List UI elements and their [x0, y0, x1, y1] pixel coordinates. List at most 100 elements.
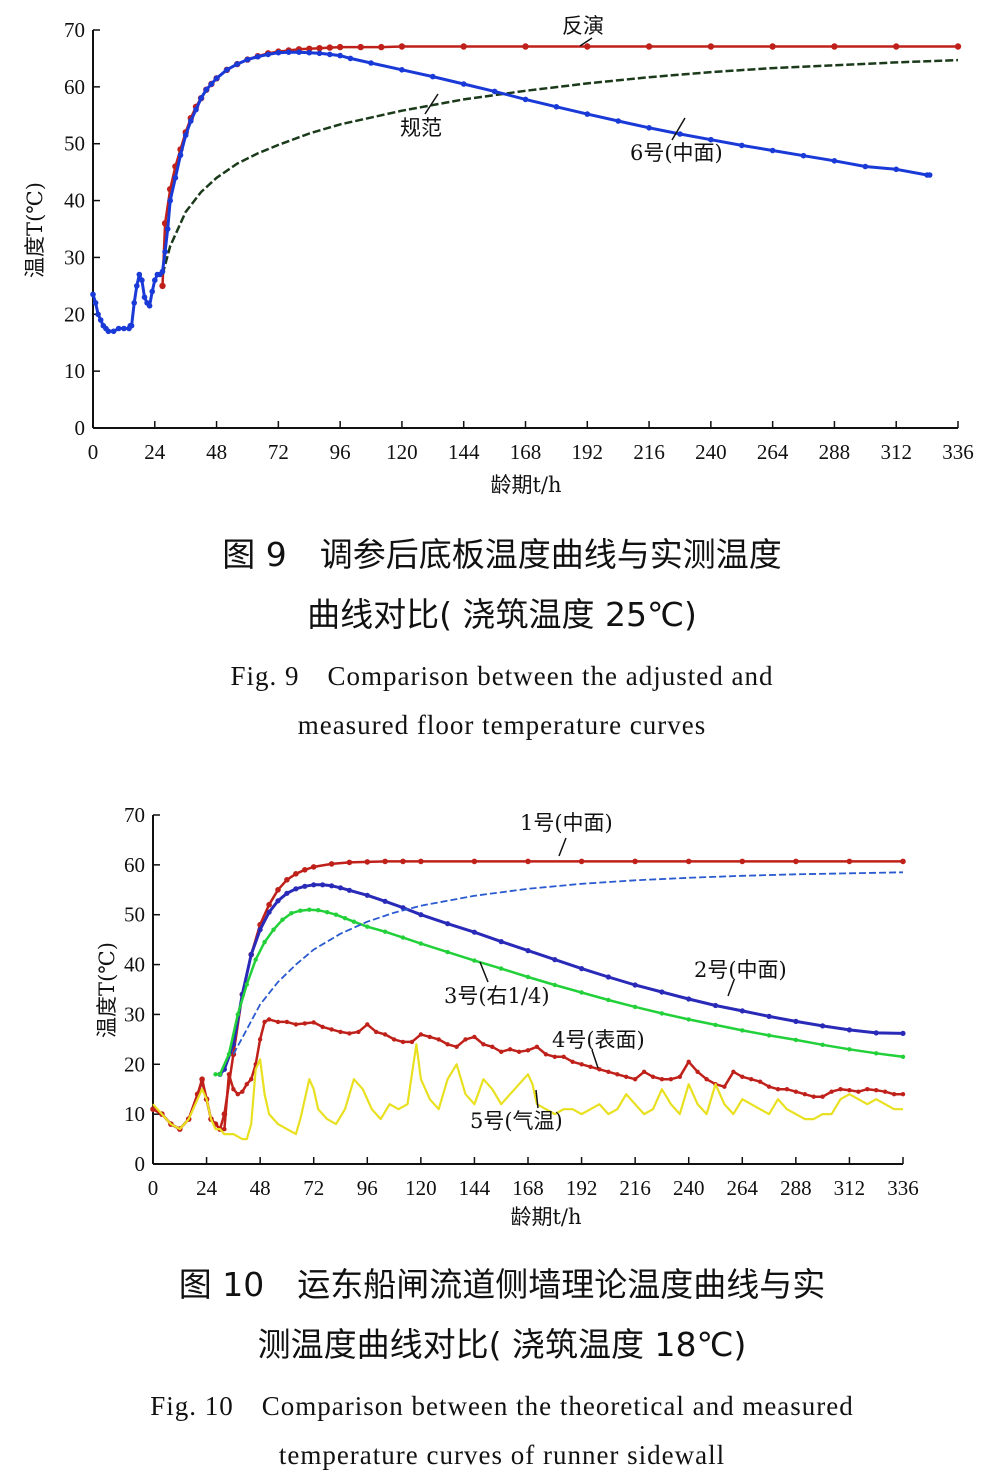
data-point [606, 1069, 611, 1074]
data-point [351, 919, 357, 924]
data-point [284, 877, 290, 883]
data-point [846, 1027, 853, 1033]
x-tick-label: 24 [144, 440, 166, 464]
data-point [820, 1042, 825, 1047]
data-point [316, 50, 323, 57]
data-point [454, 1044, 459, 1049]
data-point [498, 939, 504, 945]
y-tick-label: 30 [64, 245, 85, 269]
series-line [91, 50, 930, 333]
x-tick-label: 264 [727, 1176, 759, 1200]
data-point [534, 1044, 540, 1049]
data-point [641, 1069, 647, 1074]
data-point [570, 1059, 575, 1064]
data-point [820, 1094, 825, 1099]
data-point [271, 927, 276, 932]
data-point [552, 982, 557, 988]
leader-5 [535, 1089, 539, 1109]
data-point [507, 1047, 513, 1052]
data-point [677, 131, 683, 137]
data-point [226, 1052, 232, 1057]
y-tick-label: 30 [124, 1002, 145, 1026]
data-point [136, 271, 143, 278]
x-tick-label: 192 [572, 440, 604, 464]
data-point [525, 858, 531, 865]
data-point [115, 325, 122, 332]
x-tick-label: 312 [880, 440, 912, 464]
data-point [257, 1037, 263, 1042]
data-point [490, 1044, 495, 1049]
data-point [445, 921, 451, 927]
data-point [739, 142, 745, 149]
data-point [686, 1017, 691, 1022]
fig10-caption-en-1: Fig. 10 Comparison between the theoretic… [150, 1391, 854, 1421]
data-point [740, 1028, 745, 1033]
data-point [418, 858, 424, 865]
data-point [306, 49, 313, 56]
data-point [463, 1037, 468, 1042]
x-tick-label: 288 [780, 1176, 812, 1200]
data-point [874, 1051, 879, 1056]
data-point [296, 49, 302, 55]
data-point [704, 1077, 709, 1082]
data-point [874, 1088, 879, 1093]
x-tick-label: 72 [303, 1176, 324, 1200]
leader-2 [727, 979, 735, 997]
data-point [159, 282, 166, 290]
data-point [346, 859, 353, 866]
data-point [418, 912, 424, 918]
data-point [110, 328, 117, 335]
data-point [356, 1029, 361, 1035]
data-point [329, 883, 335, 889]
data-point [391, 1037, 397, 1042]
data-point [275, 887, 281, 893]
data-point [525, 1048, 531, 1053]
data-point [141, 294, 148, 301]
data-point [472, 958, 477, 963]
data-point [159, 268, 166, 275]
data-point [95, 311, 101, 318]
series-line [161, 58, 959, 275]
data-point [659, 989, 665, 995]
data-point [182, 132, 189, 138]
data-point [775, 1087, 781, 1092]
data-point [284, 890, 290, 896]
data-point [766, 1084, 772, 1089]
data-point [471, 929, 477, 935]
data-point [646, 125, 652, 131]
data-point [645, 43, 653, 50]
data-point [722, 1084, 727, 1089]
data-point [668, 1077, 674, 1082]
data-point [605, 974, 612, 980]
data-point [739, 1008, 745, 1014]
x-axis-label: 龄期t/h [490, 473, 561, 497]
x-tick-label: 336 [942, 440, 974, 464]
data-point [244, 1082, 249, 1087]
data-point [326, 44, 333, 51]
data-point [235, 1092, 240, 1097]
x-tick-label: 0 [148, 1176, 159, 1200]
data-point [365, 1022, 370, 1027]
data-point [262, 1019, 267, 1025]
data-point [436, 1037, 441, 1042]
x-tick-label: 72 [268, 440, 289, 464]
leader-4 [591, 1049, 599, 1069]
data-point [445, 949, 450, 955]
data-point [231, 1087, 236, 1092]
annotation-2: 2号(中面) [694, 958, 787, 982]
data-point [579, 990, 584, 995]
data-point [516, 1049, 522, 1054]
data-point [382, 858, 388, 865]
fig9-caption-cn-1: 图 9 调参后底板温度曲线与实测温度 [222, 535, 782, 574]
data-point [460, 43, 467, 50]
data-point [266, 909, 272, 915]
data-point [686, 1059, 691, 1064]
data-point [522, 43, 529, 50]
data-point [368, 60, 374, 66]
x-tick-label: 48 [206, 440, 227, 464]
data-point [284, 1019, 290, 1025]
data-point [347, 55, 354, 62]
data-point [342, 916, 348, 921]
data-point [659, 1077, 665, 1082]
data-point [97, 317, 104, 323]
